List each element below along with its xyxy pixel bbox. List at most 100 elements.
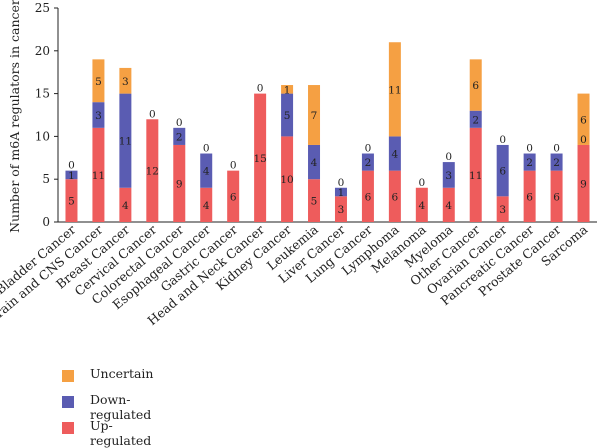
data-label: 4 bbox=[122, 200, 129, 212]
bar-segment bbox=[577, 144, 590, 222]
bar-segment bbox=[496, 144, 509, 197]
bar-segment bbox=[388, 42, 401, 137]
bar-segment bbox=[550, 153, 563, 171]
bar-segment bbox=[92, 127, 105, 222]
data-label-zero: 0 bbox=[418, 177, 425, 189]
bar-segment bbox=[92, 59, 105, 103]
bar-segment bbox=[496, 196, 509, 222]
data-label: 6 bbox=[365, 191, 372, 203]
data-label-zero: 0 bbox=[526, 143, 533, 155]
data-label-zero: 0 bbox=[338, 177, 345, 189]
legend-swatch bbox=[62, 370, 74, 382]
data-label: 9 bbox=[580, 178, 587, 190]
data-label: 2 bbox=[365, 157, 372, 169]
data-label: 4 bbox=[445, 200, 452, 212]
bar-segment bbox=[200, 153, 213, 188]
data-label: 4 bbox=[418, 200, 425, 212]
legend-label: Uncertain bbox=[90, 366, 154, 381]
bar-segment bbox=[577, 93, 590, 145]
bar-segment bbox=[173, 144, 186, 222]
data-label: 12 bbox=[146, 166, 159, 178]
data-label: 11 bbox=[388, 84, 401, 96]
bar-segment bbox=[308, 144, 321, 180]
y-tick-label: 20 bbox=[35, 44, 50, 58]
data-label-zero: 0 bbox=[149, 108, 156, 120]
data-label-zero: 0 bbox=[230, 160, 237, 172]
data-label-zero: 0 bbox=[365, 143, 372, 155]
data-label: 3 bbox=[95, 110, 102, 122]
bar-segment bbox=[388, 136, 401, 171]
bar-segment bbox=[308, 85, 321, 145]
data-label: 5 bbox=[284, 110, 291, 122]
legend-label: Up-regulated bbox=[90, 418, 152, 448]
data-label: 2 bbox=[526, 157, 533, 169]
bar-segment bbox=[281, 136, 294, 222]
bar-segment bbox=[361, 170, 374, 222]
data-label: 9 bbox=[176, 178, 183, 190]
data-label: 2 bbox=[176, 131, 183, 143]
legend-label: Down-regulated bbox=[90, 392, 152, 422]
data-label: 5 bbox=[95, 76, 102, 88]
y-tick-label: 5 bbox=[42, 172, 50, 186]
bar-segment bbox=[281, 93, 294, 137]
bar-segment bbox=[334, 196, 347, 222]
data-label-zero: 0 bbox=[203, 143, 210, 155]
bar-segment bbox=[334, 187, 347, 197]
bar-segment bbox=[442, 187, 455, 222]
data-label: 6 bbox=[472, 80, 479, 92]
data-label: 5 bbox=[311, 196, 318, 208]
data-label-zero: 0 bbox=[257, 83, 264, 95]
data-label-zero: 0 bbox=[176, 117, 183, 129]
data-label: 1 bbox=[338, 187, 345, 199]
legend-swatch bbox=[62, 396, 74, 408]
data-label: 6 bbox=[392, 191, 399, 203]
bar-segment bbox=[65, 170, 78, 180]
data-label: 4 bbox=[392, 149, 399, 161]
data-label-zero: 0 bbox=[445, 151, 452, 163]
bar-segment bbox=[173, 127, 186, 145]
data-label: 4 bbox=[311, 157, 318, 169]
data-label: 4 bbox=[203, 200, 210, 212]
data-label: 2 bbox=[472, 114, 479, 126]
data-label: 15 bbox=[253, 153, 266, 165]
bars bbox=[65, 42, 590, 222]
bar-segment bbox=[281, 85, 294, 94]
bar-segment bbox=[361, 153, 374, 171]
data-label: 3 bbox=[499, 204, 506, 216]
y-tick-label: 25 bbox=[35, 1, 50, 15]
y-tick-label: 15 bbox=[35, 87, 50, 101]
data-label: 3 bbox=[338, 204, 345, 216]
bar-segment bbox=[200, 187, 213, 222]
y-axis-label: Number of m6A regulators in cancer bbox=[7, 0, 22, 233]
bar-segment bbox=[550, 170, 563, 222]
data-labels: 5101135411312092044060150105154731062064… bbox=[68, 76, 587, 216]
legend-swatch bbox=[62, 422, 74, 434]
data-label: 6 bbox=[553, 191, 560, 203]
data-label-zero: 0 bbox=[68, 160, 75, 172]
bar-segment bbox=[119, 93, 132, 188]
data-label: 11 bbox=[469, 170, 482, 182]
bar-segment bbox=[469, 59, 482, 111]
bar-segment bbox=[415, 187, 428, 222]
bar-segment bbox=[92, 102, 105, 128]
data-label: 3 bbox=[445, 170, 452, 182]
data-label: 1 bbox=[68, 170, 75, 182]
data-label-zero: 0 bbox=[580, 134, 587, 146]
y-tick-label: 10 bbox=[35, 129, 50, 143]
bar-segment bbox=[254, 93, 267, 222]
bar-segment bbox=[388, 170, 401, 222]
data-label: 1 bbox=[284, 84, 291, 96]
bar-segment bbox=[65, 179, 78, 222]
data-label: 10 bbox=[280, 174, 293, 186]
bar-segment bbox=[308, 179, 321, 222]
data-label-zero: 0 bbox=[499, 134, 506, 146]
bar-segment bbox=[469, 127, 482, 222]
bar-segment bbox=[119, 187, 132, 222]
data-label: 11 bbox=[92, 170, 105, 182]
data-label: 6 bbox=[230, 191, 237, 203]
bar-segment bbox=[523, 170, 536, 222]
y-tick-label: 0 bbox=[42, 215, 50, 229]
bar-segment bbox=[442, 162, 455, 188]
